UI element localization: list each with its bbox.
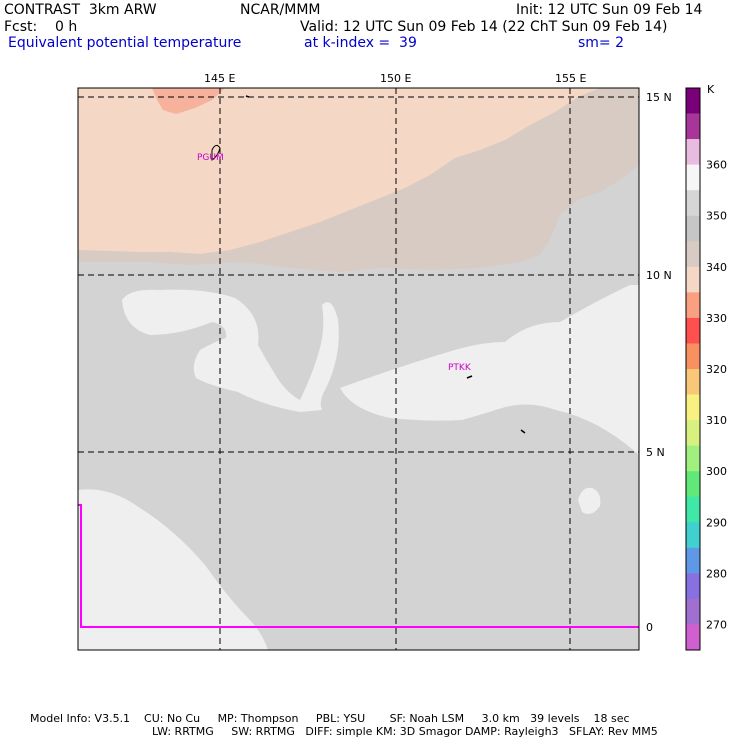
lon-label-155: 155 E: [555, 72, 586, 85]
colorbar-segment: [686, 241, 700, 268]
valid-time: Valid: 12 UTC Sun 09 Feb 14 (22 ChT Sun …: [300, 19, 668, 35]
smoothing-info: sm= 2: [578, 35, 625, 51]
colorbar-segment: [686, 190, 700, 217]
colorbar-label: 300: [706, 465, 727, 478]
station-ptkk: PTKK: [448, 363, 472, 373]
colorbar-labels: 360 350 340 330 320 310 300 290 280 270: [706, 159, 727, 632]
lat-label-15n: 15 N: [646, 91, 672, 104]
lon-label-145: 145 E: [204, 72, 235, 85]
domain-boundary: [78, 504, 639, 628]
lon-label-150: 150 E: [380, 72, 411, 85]
station-pgum: PGUM: [197, 153, 224, 163]
colorbar-segment: [686, 292, 700, 319]
colorbar-unit: K: [707, 83, 715, 96]
colorbar-label: 280: [706, 567, 727, 580]
colorbar-segment: [686, 496, 700, 523]
field-355-west: [122, 289, 339, 412]
colorbar-segment: [686, 573, 700, 600]
colorbar-segment: [686, 215, 700, 242]
colorbar-segment: [686, 164, 700, 191]
colorbar-label: 360: [706, 159, 727, 172]
colorbar-label: 330: [706, 312, 727, 325]
colorbar-segment: [686, 445, 700, 472]
colorbar-segment: [686, 317, 700, 344]
lat-label-5n: 5 N: [646, 446, 665, 459]
colorbar-segment: [686, 343, 700, 370]
colorbar-segment: [686, 598, 700, 625]
colorbar-segment: [686, 420, 700, 446]
lat-label-10n: 10 N: [646, 269, 672, 282]
lat-label-0: 0: [646, 621, 653, 634]
colorbar-segment: [686, 522, 700, 549]
pohnpei-island: [520, 429, 526, 434]
organization: NCAR/MMM: [240, 2, 321, 18]
colorbar-frame: [685, 87, 701, 651]
init-time: Init: 12 UTC Sun 09 Feb 14: [516, 2, 703, 18]
colorbar-label: 270: [706, 618, 727, 631]
colorbar-label: 350: [706, 210, 727, 223]
colorbar-segment: [686, 394, 700, 421]
footer-physics-info: LW: RRTMG SW: RRTMG DIFF: simple KM: 3D …: [152, 725, 658, 738]
colorbar-label: 290: [706, 516, 727, 529]
colorbar-segment: [686, 139, 700, 165]
island-north: [245, 95, 250, 98]
field-335: [152, 88, 225, 114]
field-355-east: [340, 285, 639, 455]
field-355-small: [578, 487, 601, 514]
colorbar-label: 340: [706, 261, 727, 274]
colorbar-segment: [686, 471, 700, 498]
colorbar: [685, 87, 701, 651]
footer-model-info: Model Info: V3.5.1 CU: No Cu MP: Thompso…: [30, 712, 630, 725]
field-340: [78, 88, 600, 254]
chuuk-island: [466, 375, 473, 379]
colorbar-segment: [686, 624, 700, 651]
colorbar-segment: [686, 547, 700, 574]
model-title: CONTRAST 3km ARW: [4, 2, 157, 18]
colorbar-label: 320: [706, 363, 727, 376]
colorbar-segment: [686, 266, 700, 293]
guam-island: [211, 144, 221, 161]
forecast-hour: Fcst: 0 h: [4, 19, 78, 35]
colorbar-label: 310: [706, 414, 727, 427]
field-name: Equivalent potential temperature: [8, 35, 242, 51]
colorbar-segment: [686, 88, 700, 114]
level-info: at k-index = 39: [304, 35, 417, 51]
colorbar-segment: [686, 369, 700, 395]
colorbar-segment: [686, 113, 700, 140]
